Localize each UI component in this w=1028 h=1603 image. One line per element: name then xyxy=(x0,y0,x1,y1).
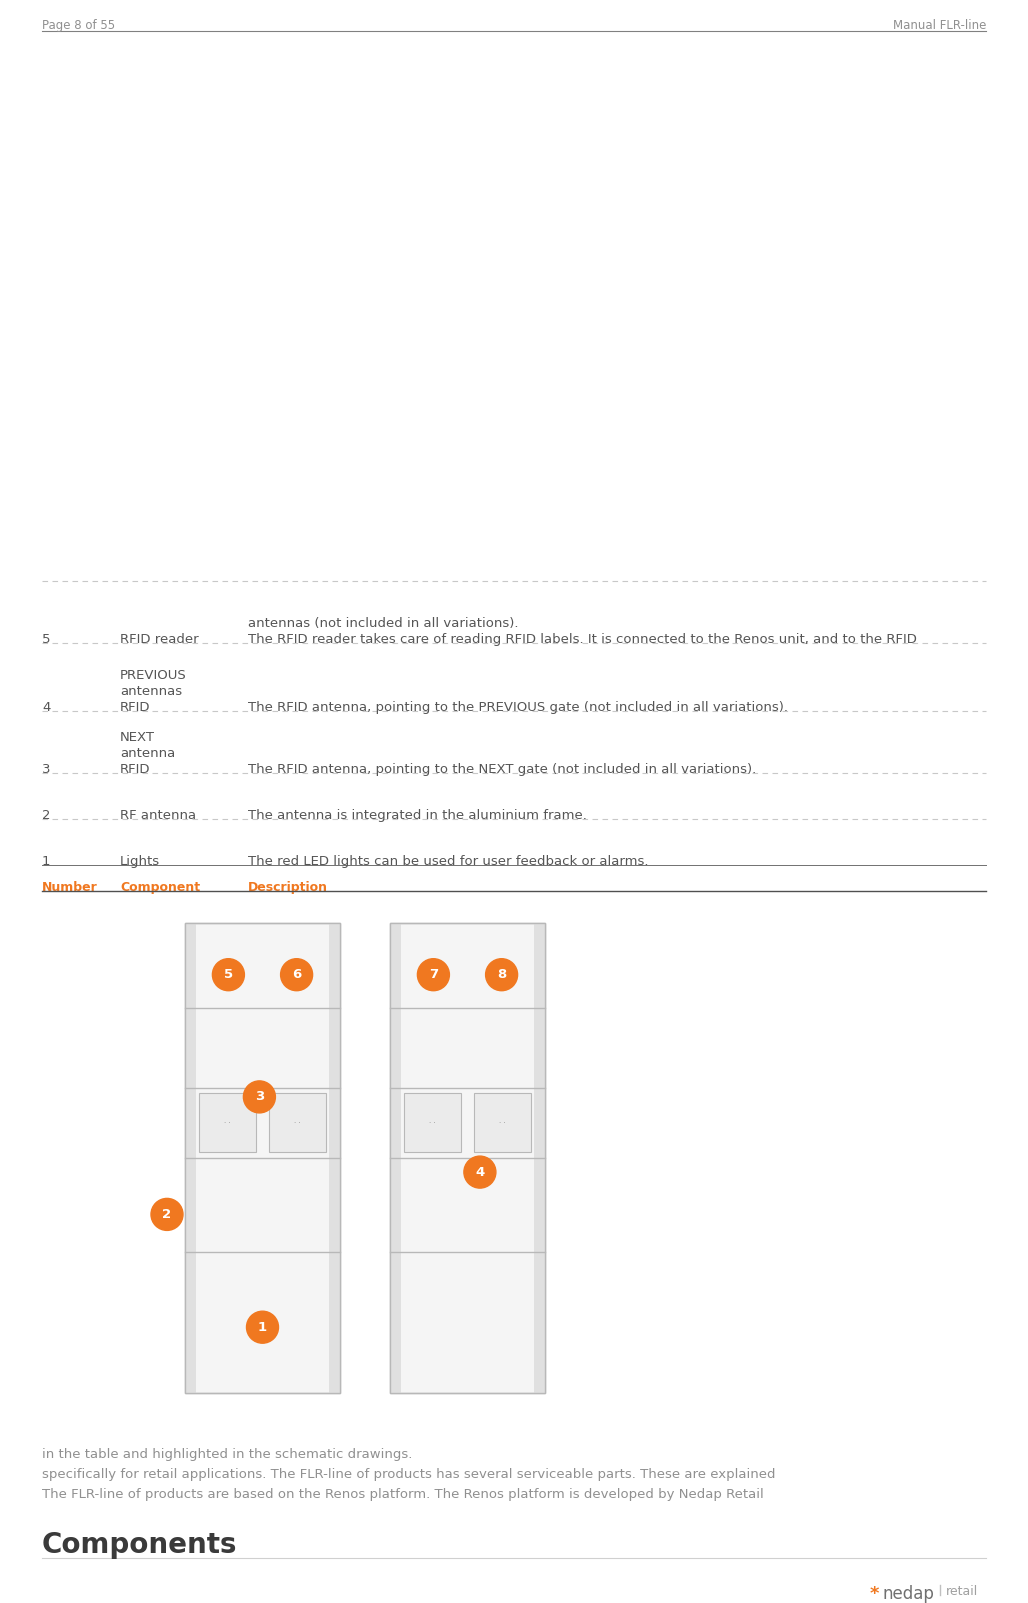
Circle shape xyxy=(247,1311,279,1343)
Text: 2: 2 xyxy=(162,1209,172,1221)
Text: Description: Description xyxy=(248,882,328,894)
Bar xyxy=(199,1093,256,1153)
Bar xyxy=(390,923,401,1393)
Bar xyxy=(390,923,545,1393)
Text: 6: 6 xyxy=(292,968,301,981)
Text: 4: 4 xyxy=(42,701,50,713)
Text: The FLR-line of products are based on the Renos platform. The Renos platform is : The FLR-line of products are based on th… xyxy=(42,1488,764,1500)
Text: PREVIOUS: PREVIOUS xyxy=(120,668,187,681)
Text: RF antenna: RF antenna xyxy=(120,810,196,822)
Text: Lights: Lights xyxy=(120,854,160,867)
Text: RFID: RFID xyxy=(120,701,150,713)
Text: Components: Components xyxy=(42,1531,237,1560)
Text: 4: 4 xyxy=(475,1165,484,1178)
Text: The red LED lights can be used for user feedback or alarms.: The red LED lights can be used for user … xyxy=(248,854,649,867)
Text: antennas: antennas xyxy=(120,684,182,697)
Text: specifically for retail applications. The FLR-line of products has several servi: specifically for retail applications. Th… xyxy=(42,1468,775,1481)
Text: antenna: antenna xyxy=(120,747,175,760)
Text: 1: 1 xyxy=(42,854,50,867)
Text: Manual FLR-line: Manual FLR-line xyxy=(892,19,986,32)
Circle shape xyxy=(281,959,313,991)
Text: 1: 1 xyxy=(258,1321,267,1334)
Bar xyxy=(390,923,545,1393)
Text: Number: Number xyxy=(42,882,98,894)
Text: 3: 3 xyxy=(42,763,50,776)
Text: The RFID antenna, pointing to the PREVIOUS gate (not included in all variations): The RFID antenna, pointing to the PREVIO… xyxy=(248,701,788,713)
Text: retail: retail xyxy=(946,1585,979,1598)
Bar xyxy=(535,923,545,1393)
Text: · ·: · · xyxy=(500,1120,506,1125)
Text: 2: 2 xyxy=(42,810,50,822)
Circle shape xyxy=(417,959,449,991)
Circle shape xyxy=(213,959,245,991)
Text: · ·: · · xyxy=(224,1120,230,1125)
Text: 8: 8 xyxy=(497,968,506,981)
Text: *: * xyxy=(870,1585,879,1603)
Bar xyxy=(185,923,340,1393)
Text: Component: Component xyxy=(120,882,200,894)
Circle shape xyxy=(464,1156,495,1188)
Text: 3: 3 xyxy=(255,1090,264,1103)
Text: 5: 5 xyxy=(42,633,50,646)
Text: The RFID reader takes care of reading RFID labels. It is connected to the Renos : The RFID reader takes care of reading RF… xyxy=(248,633,917,646)
Text: Page 8 of 55: Page 8 of 55 xyxy=(42,19,115,32)
Bar xyxy=(185,923,196,1393)
Text: · ·: · · xyxy=(294,1120,301,1125)
Circle shape xyxy=(485,959,518,991)
Bar xyxy=(185,923,340,1393)
Text: The RFID antenna, pointing to the NEXT gate (not included in all variations).: The RFID antenna, pointing to the NEXT g… xyxy=(248,763,757,776)
Text: 5: 5 xyxy=(224,968,233,981)
Text: · ·: · · xyxy=(429,1120,436,1125)
Bar xyxy=(475,1093,531,1153)
Text: antennas (not included in all variations).: antennas (not included in all variations… xyxy=(248,617,518,630)
Text: RFID: RFID xyxy=(120,763,150,776)
Text: in the table and highlighted in the schematic drawings.: in the table and highlighted in the sche… xyxy=(42,1448,412,1460)
Text: The antenna is integrated in the aluminium frame.: The antenna is integrated in the alumini… xyxy=(248,810,587,822)
Bar xyxy=(404,1093,461,1153)
Bar xyxy=(269,1093,326,1153)
Circle shape xyxy=(151,1199,183,1231)
Text: 7: 7 xyxy=(429,968,438,981)
Text: NEXT: NEXT xyxy=(120,731,155,744)
Circle shape xyxy=(244,1080,276,1112)
Text: RFID reader: RFID reader xyxy=(120,633,198,646)
Bar xyxy=(329,923,340,1393)
Text: nedap: nedap xyxy=(882,1585,933,1603)
